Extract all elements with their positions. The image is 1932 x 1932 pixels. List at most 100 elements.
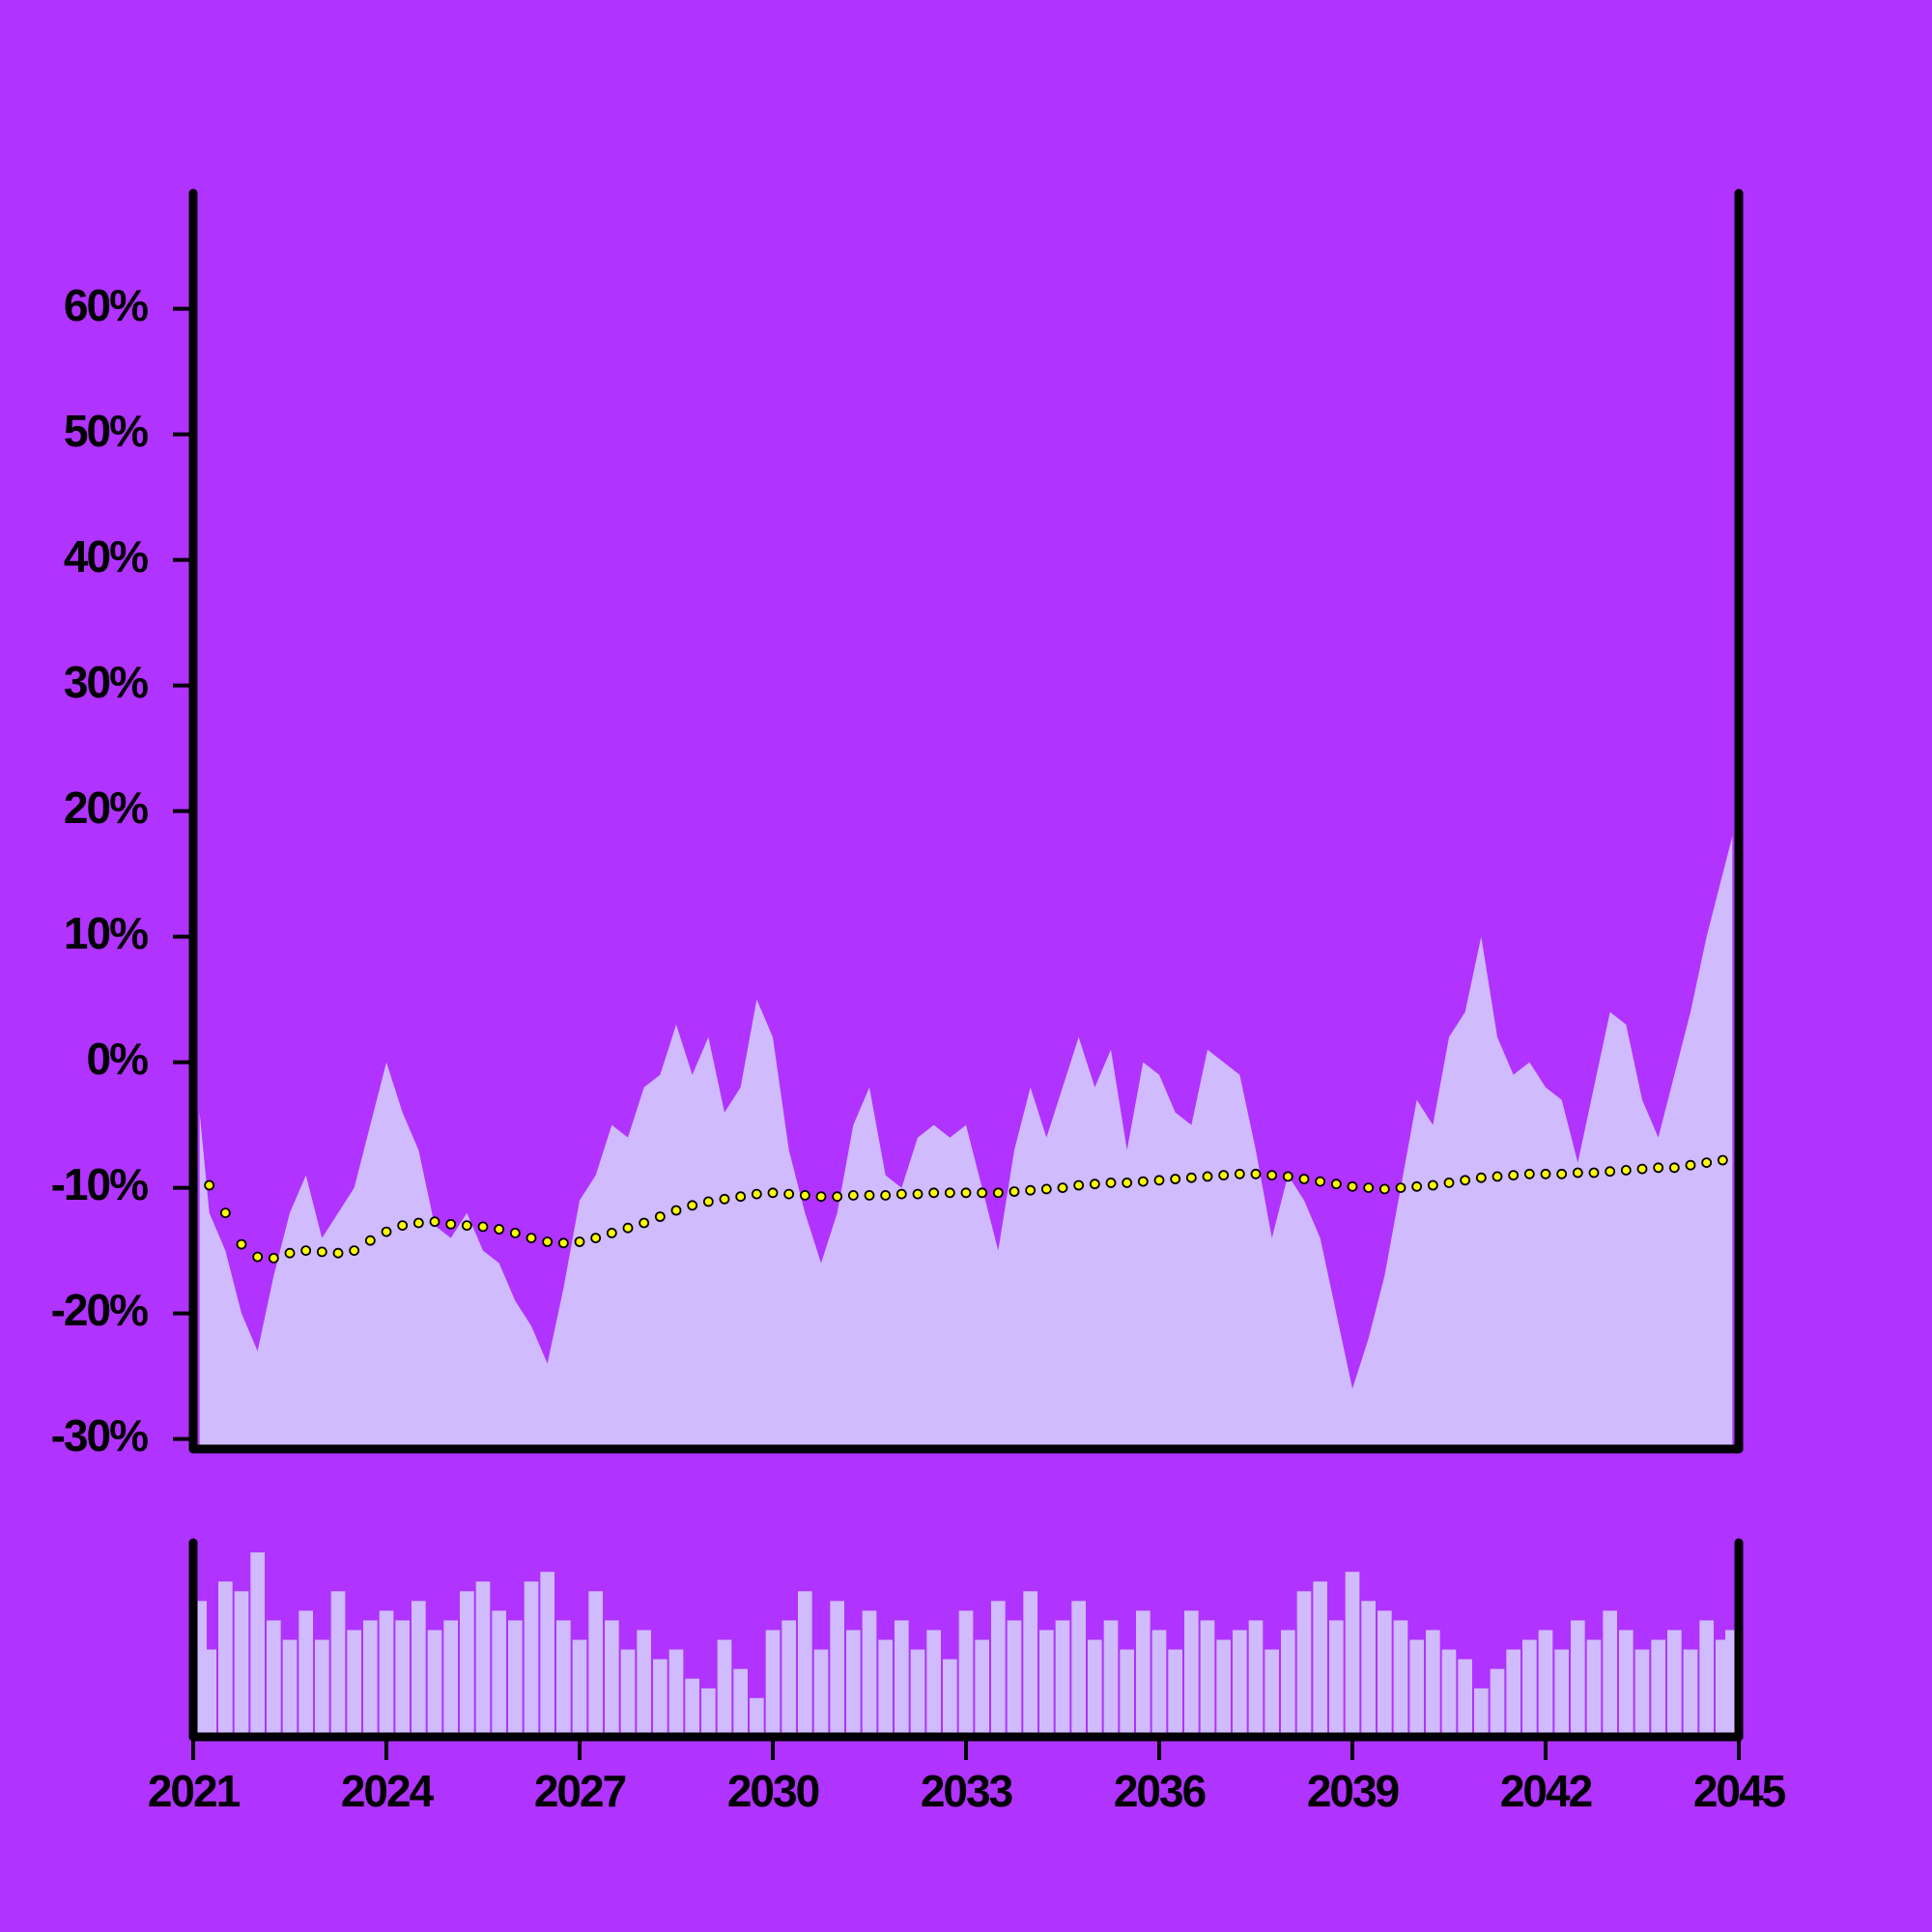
x-tick-label: 2042 bbox=[1500, 1766, 1592, 1816]
x-tick-label: 2045 bbox=[1693, 1766, 1786, 1816]
y-tick-label: 60% bbox=[64, 280, 148, 330]
bar bbox=[750, 1697, 764, 1737]
dot bbox=[526, 1233, 537, 1243]
y-tick-label: 50% bbox=[64, 406, 148, 456]
bar bbox=[685, 1678, 699, 1737]
bar bbox=[1441, 1649, 1457, 1737]
dot bbox=[1009, 1186, 1020, 1197]
dot bbox=[1298, 1174, 1310, 1184]
dot bbox=[1202, 1171, 1213, 1182]
dot bbox=[912, 1188, 923, 1200]
axes: -30% -20% -10% 0% 10% 20% 30% 40% 50% 60% 2021 2024… bbox=[51, 188, 1788, 1816]
bar bbox=[267, 1620, 281, 1737]
bar bbox=[1007, 1620, 1022, 1737]
bar bbox=[717, 1639, 732, 1737]
dot bbox=[1411, 1180, 1423, 1192]
dot bbox=[252, 1251, 264, 1263]
dot bbox=[622, 1222, 634, 1234]
x-tick-label: 2027 bbox=[534, 1766, 626, 1816]
dot bbox=[767, 1187, 779, 1199]
bar bbox=[1361, 1601, 1376, 1737]
bar bbox=[830, 1601, 844, 1737]
dot bbox=[815, 1191, 827, 1203]
bar bbox=[443, 1620, 458, 1737]
x-tick-label: 2033 bbox=[921, 1766, 1012, 1816]
bar bbox=[1378, 1610, 1392, 1737]
bar bbox=[524, 1581, 539, 1737]
dot bbox=[1122, 1178, 1133, 1188]
bar bbox=[282, 1639, 298, 1737]
bar bbox=[1699, 1620, 1714, 1737]
dot bbox=[1057, 1182, 1068, 1193]
bar bbox=[1120, 1649, 1134, 1737]
dot bbox=[1701, 1157, 1713, 1168]
bar bbox=[379, 1610, 394, 1737]
x-tick-label: 2036 bbox=[1114, 1766, 1206, 1816]
dot bbox=[1153, 1175, 1165, 1186]
bar bbox=[943, 1659, 957, 1737]
y-tick-label: 20% bbox=[64, 782, 148, 833]
bar bbox=[572, 1639, 587, 1737]
bar bbox=[781, 1620, 796, 1737]
bar bbox=[1248, 1620, 1264, 1737]
dot bbox=[542, 1236, 554, 1247]
bar bbox=[315, 1639, 329, 1737]
dot bbox=[977, 1187, 988, 1199]
bar bbox=[1136, 1610, 1151, 1737]
dot bbox=[284, 1247, 296, 1259]
bar bbox=[412, 1601, 426, 1737]
dot bbox=[364, 1235, 376, 1246]
bar bbox=[733, 1668, 748, 1737]
area bbox=[199, 836, 1733, 1449]
bar bbox=[620, 1649, 636, 1737]
dot bbox=[1427, 1179, 1438, 1191]
dot bbox=[799, 1190, 810, 1201]
dot bbox=[960, 1187, 972, 1199]
dot bbox=[236, 1238, 247, 1250]
bar bbox=[460, 1591, 474, 1737]
y-tick-label: 40% bbox=[64, 531, 148, 582]
dot bbox=[832, 1191, 843, 1203]
bar bbox=[395, 1620, 410, 1737]
dot bbox=[1572, 1167, 1583, 1179]
bar bbox=[798, 1591, 812, 1737]
bar bbox=[1088, 1639, 1102, 1737]
bar bbox=[540, 1572, 554, 1737]
dot bbox=[670, 1205, 682, 1216]
dot bbox=[1636, 1163, 1648, 1175]
dot bbox=[574, 1236, 585, 1247]
bar bbox=[475, 1581, 491, 1737]
bar bbox=[1233, 1630, 1247, 1737]
dot bbox=[300, 1245, 312, 1256]
y-tick-label: 30% bbox=[64, 657, 148, 707]
bar bbox=[862, 1610, 877, 1737]
bar bbox=[895, 1620, 909, 1737]
bar bbox=[1474, 1688, 1489, 1737]
bar bbox=[1603, 1610, 1617, 1737]
dot bbox=[1475, 1172, 1487, 1183]
bar bbox=[508, 1620, 523, 1737]
dot bbox=[1620, 1165, 1632, 1176]
dot bbox=[880, 1190, 892, 1201]
bar bbox=[1151, 1630, 1167, 1737]
dot bbox=[1330, 1179, 1342, 1190]
dot bbox=[461, 1220, 472, 1231]
dot bbox=[1185, 1172, 1197, 1183]
dot bbox=[1540, 1168, 1551, 1179]
dot bbox=[1234, 1168, 1245, 1179]
dot bbox=[928, 1187, 940, 1199]
bar bbox=[926, 1630, 941, 1737]
dot bbox=[397, 1220, 409, 1231]
dot bbox=[1089, 1179, 1100, 1190]
bar bbox=[991, 1601, 1006, 1737]
bar bbox=[1458, 1659, 1472, 1737]
bar bbox=[1168, 1649, 1182, 1737]
dot bbox=[1556, 1168, 1568, 1179]
dot bbox=[864, 1190, 875, 1201]
bar bbox=[1345, 1572, 1360, 1737]
bar bbox=[218, 1581, 233, 1737]
bar bbox=[1634, 1649, 1650, 1737]
dot bbox=[1250, 1168, 1262, 1179]
dot bbox=[557, 1237, 569, 1249]
